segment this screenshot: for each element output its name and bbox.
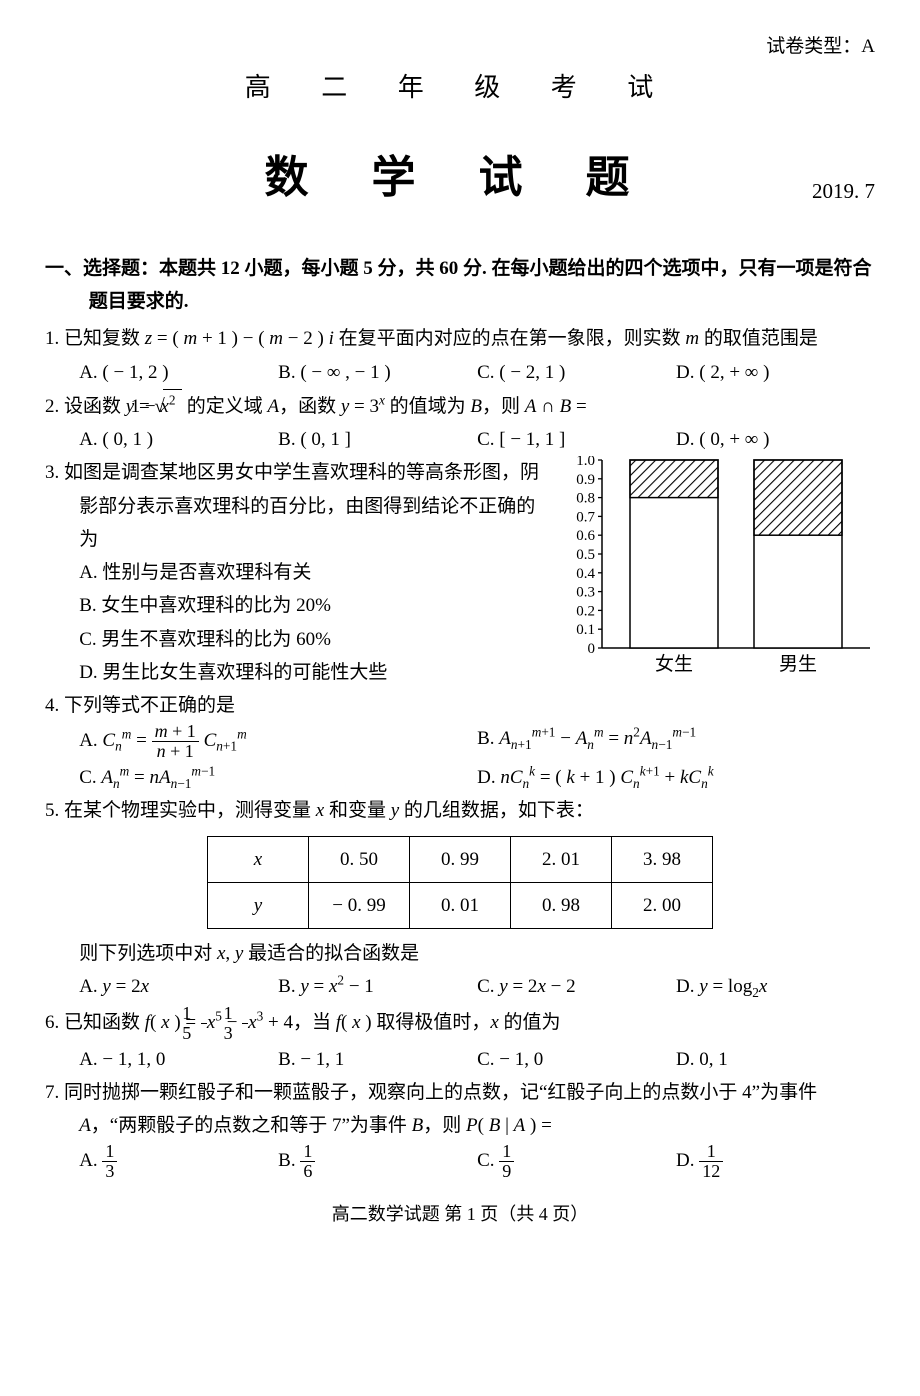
q6-stem: 6. 已知函数 f( x ) = 15x5 − 13x3 + 4，当 f( x … <box>45 1004 875 1043</box>
q7-B: B. 16 <box>278 1142 477 1181</box>
q5-table: x 0. 50 0. 99 2. 01 3. 98 y − 0. 99 0. 0… <box>207 836 713 930</box>
main-title: 数 学 试 题 <box>265 139 656 216</box>
q4-A: A. Cnm = m + 1n + 1 Cn+1m <box>79 722 477 761</box>
svg-text:0.1: 0.1 <box>576 622 595 638</box>
q2-A: A. ( 0, 1 ) <box>79 423 278 456</box>
q2-B: B. ( 0, 1 ] <box>278 423 477 456</box>
q3-D: D. 男生比女生喜欢理科的可能性大些 <box>45 656 552 689</box>
table-row: y − 0. 99 0. 01 0. 98 2. 00 <box>208 882 713 928</box>
page-footer: 高二数学试题 第 1 页（共 4 页） <box>45 1199 875 1231</box>
q5-options: A. y = 2x B. y = x2 − 1 C. y = 2x − 2 D.… <box>45 970 875 1003</box>
q2-options: A. ( 0, 1 ) B. ( 0, 1 ] C. [ − 1, 1 ] D.… <box>45 423 875 456</box>
q3-wrap: 3. 如图是调查某地区男女中学生喜欢理科的等高条形图，阴影部分表示喜欢理科的百分… <box>45 456 875 689</box>
q6-D: D. 0, 1 <box>676 1043 875 1076</box>
svg-text:0.6: 0.6 <box>576 528 595 544</box>
svg-text:女生: 女生 <box>655 653 693 675</box>
q3-C: C. 男生不喜欢理科的比为 60% <box>45 623 552 656</box>
q6-B: B. − 1, 1 <box>278 1043 477 1076</box>
title-row: 数 学 试 题 2019. 7 <box>45 139 875 216</box>
svg-text:0.3: 0.3 <box>576 585 595 601</box>
q5-D: D. y = log2x <box>676 970 875 1003</box>
section-1-head: 一、选择题：本题共 12 小题，每小题 5 分，共 60 分. 在每小题给出的四… <box>45 252 875 319</box>
q7-C: C. 19 <box>477 1142 676 1181</box>
q3-stem: 3. 如图是调查某地区男女中学生喜欢理科的等高条形图，阴影部分表示喜欢理科的百分… <box>45 456 552 556</box>
q5-C: C. y = 2x − 2 <box>477 970 676 1003</box>
q5-post: 则下列选项中对 x, y 最适合的拟合函数是 <box>45 937 875 970</box>
grade-line: 高 二 年 级 考 试 <box>45 65 875 111</box>
svg-text:0.4: 0.4 <box>576 566 595 582</box>
paper-type: 试卷类型：A <box>45 30 875 63</box>
q1-stem: 1. 已知复数 z = ( m + 1 ) − ( m − 2 ) i 在复平面… <box>45 322 875 355</box>
q1-A: A. ( − 1, 2 ) <box>79 356 278 389</box>
q7-A: A. 13 <box>79 1142 278 1181</box>
q4-B: B. An+1m+1 − Anm = n2An−1m−1 <box>477 722 875 761</box>
q3-A: A. 性别与是否喜欢理科有关 <box>45 556 552 589</box>
q6-C: C. − 1, 0 <box>477 1043 676 1076</box>
q2-C: C. [ − 1, 1 ] <box>477 423 676 456</box>
svg-text:0.5: 0.5 <box>576 547 595 563</box>
svg-text:0.2: 0.2 <box>576 604 595 620</box>
svg-text:0.9: 0.9 <box>576 472 595 488</box>
table-row: x 0. 50 0. 99 2. 01 3. 98 <box>208 836 713 882</box>
q5-B: B. y = x2 − 1 <box>278 970 477 1003</box>
q4-row1: A. Cnm = m + 1n + 1 Cn+1m B. An+1m+1 − A… <box>45 722 875 761</box>
svg-text:1.0: 1.0 <box>576 456 595 469</box>
bar-chart-svg: 1.0 0.9 0.8 0.7 0.6 0.5 0.4 0.3 0.2 0.1 0 女生 男生 <box>560 456 875 676</box>
q2-stem: 2. 设函数 y = √1 − x2 的定义域 A，函数 y = 3x 的值域为… <box>45 389 875 423</box>
svg-text:男生: 男生 <box>779 653 817 675</box>
q1-C: C. ( − 2, 1 ) <box>477 356 676 389</box>
svg-text:0.8: 0.8 <box>576 491 595 507</box>
q4-row2: C. Anm = nAn−1m−1 D. nCnk = ( k + 1 ) Cn… <box>45 761 875 794</box>
q5-A: A. y = 2x <box>79 970 278 1003</box>
svg-text:0: 0 <box>588 641 596 657</box>
q2-D: D. ( 0, + ∞ ) <box>676 423 875 456</box>
q1-B: B. ( − ∞ , − 1 ) <box>278 356 477 389</box>
q7-options: A. 13 B. 16 C. 19 D. 112 <box>45 1142 875 1181</box>
q7-stem: 7. 同时抛掷一颗红骰子和一颗蓝骰子，观察向上的点数，记“红骰子向上的点数小于 … <box>45 1076 875 1143</box>
q7-D: D. 112 <box>676 1142 875 1181</box>
q5-stem: 5. 在某个物理实验中，测得变量 x 和变量 y 的几组数据，如下表： <box>45 794 875 827</box>
svg-text:0.7: 0.7 <box>576 510 595 526</box>
q4-stem: 4. 下列等式不正确的是 <box>45 689 875 722</box>
q1-D: D. ( 2, + ∞ ) <box>676 356 875 389</box>
q6-A: A. − 1, 1, 0 <box>79 1043 278 1076</box>
q4-D: D. nCnk = ( k + 1 ) Cnk+1 + kCnk <box>477 761 875 794</box>
q6-options: A. − 1, 1, 0 B. − 1, 1 C. − 1, 0 D. 0, 1 <box>45 1043 875 1076</box>
q3-chart: 1.0 0.9 0.8 0.7 0.6 0.5 0.4 0.3 0.2 0.1 0 女生 男生 <box>560 456 875 676</box>
q4-C: C. Anm = nAn−1m−1 <box>79 761 477 794</box>
exam-date: 2019. 7 <box>812 173 875 210</box>
q1-options: A. ( − 1, 2 ) B. ( − ∞ , − 1 ) C. ( − 2,… <box>45 356 875 389</box>
q3-B: B. 女生中喜欢理科的比为 20% <box>45 589 552 622</box>
